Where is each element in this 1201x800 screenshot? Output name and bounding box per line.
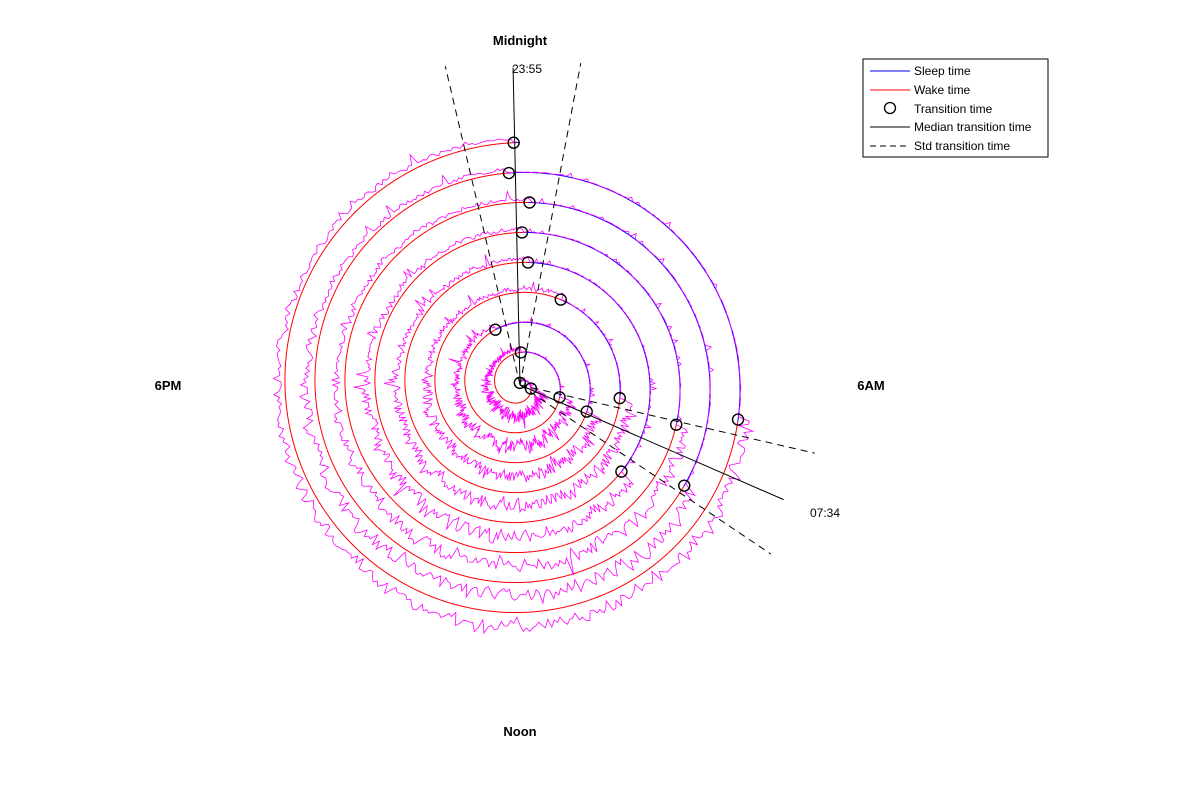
median-sleep-onset-line xyxy=(512,67,521,386)
median-sleep-onset-label: 23:55 xyxy=(512,62,542,76)
marker-layer xyxy=(489,136,745,492)
sleep-segment xyxy=(508,171,741,422)
activity-layer xyxy=(272,138,755,635)
sleep-onset-marker xyxy=(554,293,567,306)
median-layer xyxy=(444,63,815,555)
wake-marker xyxy=(524,382,538,395)
legend-transition-label: Transition time xyxy=(914,102,993,116)
legend: Sleep time Wake time Transition time Med… xyxy=(862,58,1049,158)
wake-marker xyxy=(553,391,566,404)
legend-wake-label: Wake time xyxy=(914,83,971,97)
wake-segment xyxy=(284,142,739,614)
direction-label-midnight: Midnight xyxy=(493,33,548,48)
spiral-layer xyxy=(284,142,741,614)
wake-segment xyxy=(374,231,622,524)
wake-segment xyxy=(494,351,532,404)
legend-std-label: Std transition time xyxy=(914,139,1010,153)
wake-marker xyxy=(615,465,628,478)
legend-median-label: Median transition time xyxy=(914,120,1032,134)
wake-segment xyxy=(464,328,561,434)
wake-marker xyxy=(613,391,626,405)
direction-label-noon: Noon xyxy=(503,724,536,739)
wake-marker xyxy=(678,479,691,492)
sleep-onset-marker xyxy=(523,196,536,209)
sleep-onset-marker xyxy=(513,376,527,390)
wake-segment xyxy=(404,261,621,494)
legend-transition-marker xyxy=(883,101,897,115)
sleep-onset-marker xyxy=(521,256,535,269)
legend-sleep-label: Sleep time xyxy=(914,64,971,78)
std-wake-lower-line xyxy=(519,384,815,454)
activity-trace xyxy=(272,138,755,635)
std-wake-upper-line xyxy=(519,384,772,555)
wake-segment xyxy=(314,172,685,584)
sleep-onset-marker xyxy=(489,323,502,336)
median-wake-time-label: 07:34 xyxy=(810,506,840,520)
sleep-onset-marker xyxy=(502,166,516,180)
median-wake-line xyxy=(519,384,784,501)
legend-box xyxy=(862,58,1049,158)
sleep-onset-marker xyxy=(515,226,529,239)
std-sleep-onset-upper-line xyxy=(519,63,582,386)
std-sleep-onset-lower-line xyxy=(444,66,521,386)
direction-label-6pm: 6PM xyxy=(155,378,182,393)
sleep-onset-marker xyxy=(514,346,528,359)
wake-marker xyxy=(670,418,683,431)
wake-segment xyxy=(344,201,677,554)
wake-marker xyxy=(580,405,593,418)
wake-marker xyxy=(731,413,745,426)
sleep-segment xyxy=(520,351,561,398)
direction-label-6am: 6AM xyxy=(857,378,884,393)
wake-segment xyxy=(434,291,587,464)
sleep-onset-marker xyxy=(507,136,520,149)
